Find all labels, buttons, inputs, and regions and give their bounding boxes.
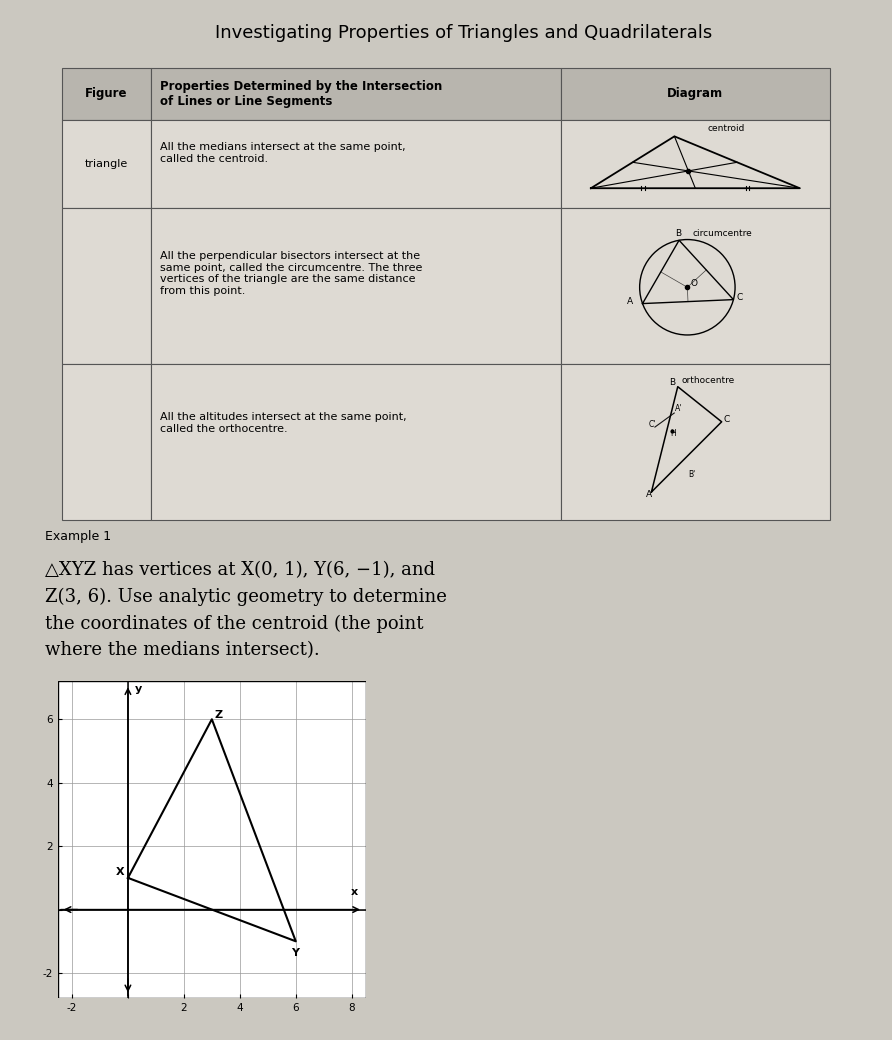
Text: A': A' <box>675 405 682 413</box>
Text: Properties Determined by the Intersection
of Lines or Line Segments: Properties Determined by the Intersectio… <box>160 80 442 107</box>
Bar <box>561 364 830 520</box>
Text: H: H <box>671 428 676 438</box>
Text: triangle: triangle <box>85 159 128 168</box>
Text: B: B <box>675 229 681 238</box>
Text: X: X <box>115 866 124 877</box>
Bar <box>151 68 561 120</box>
Text: x: x <box>351 887 358 898</box>
Bar <box>62 120 151 208</box>
Text: A: A <box>646 490 652 499</box>
Text: △XYZ has vertices at X(0, 1), Y(6, −1), and
Z(3, 6). Use analytic geometry to de: △XYZ has vertices at X(0, 1), Y(6, −1), … <box>45 562 447 659</box>
Bar <box>151 364 561 520</box>
Text: All the perpendicular bisectors intersect at the
same point, called the circumce: All the perpendicular bisectors intersec… <box>160 251 422 295</box>
Text: circumcentre: circumcentre <box>692 229 752 238</box>
Bar <box>62 364 151 520</box>
Text: C: C <box>736 292 742 302</box>
Text: C': C' <box>648 420 657 430</box>
Bar <box>561 208 830 364</box>
Text: B': B' <box>689 470 696 479</box>
Text: Y: Y <box>292 947 300 958</box>
Text: y: y <box>135 684 142 695</box>
Text: A: A <box>627 296 633 306</box>
Bar <box>561 68 830 120</box>
Text: All the altitudes intersect at the same point,
called the orthocentre.: All the altitudes intersect at the same … <box>160 413 406 434</box>
Text: Example 1: Example 1 <box>45 530 111 543</box>
Text: Z: Z <box>215 709 223 720</box>
Text: C: C <box>723 415 730 424</box>
Text: centroid: centroid <box>708 124 745 133</box>
Text: orthocentre: orthocentre <box>681 376 734 385</box>
Text: All the medians intersect at the same point,
called the centroid.: All the medians intersect at the same po… <box>160 142 405 164</box>
Text: Figure: Figure <box>86 87 128 100</box>
Bar <box>561 120 830 208</box>
Text: Diagram: Diagram <box>667 87 723 100</box>
Bar <box>62 68 151 120</box>
Text: Investigating Properties of Triangles and Quadrilaterals: Investigating Properties of Triangles an… <box>215 24 713 42</box>
Bar <box>151 120 561 208</box>
Text: B: B <box>669 378 675 387</box>
Bar <box>62 208 151 364</box>
Text: O: O <box>690 279 698 288</box>
Bar <box>151 208 561 364</box>
